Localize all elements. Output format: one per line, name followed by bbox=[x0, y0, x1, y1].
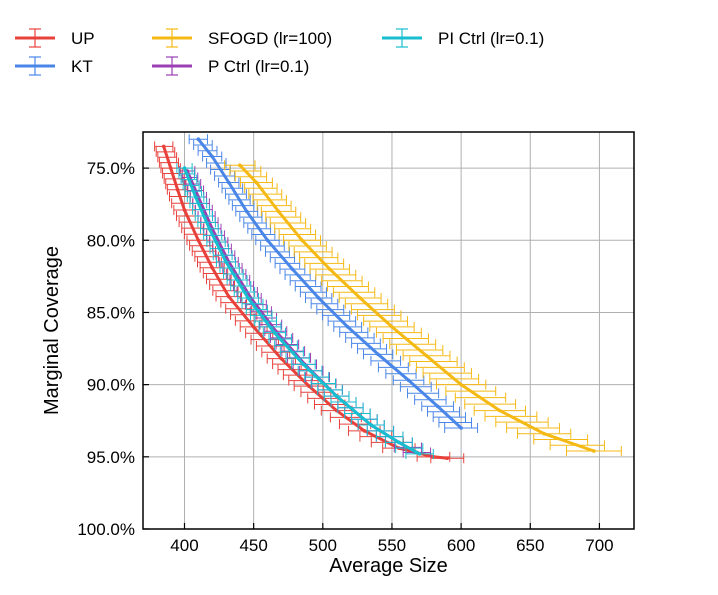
series-p-ctrl-lr-0-1 bbox=[179, 165, 432, 458]
data-point bbox=[301, 362, 306, 367]
y-tick-label: 80.0% bbox=[87, 231, 135, 250]
y-tick-label: 75.0% bbox=[87, 159, 135, 178]
data-point bbox=[369, 423, 374, 427]
data-point bbox=[226, 294, 231, 299]
legend-item: P Ctrl (lr=0.1) bbox=[152, 56, 309, 76]
data-point bbox=[390, 325, 394, 329]
data-point bbox=[327, 267, 332, 271]
x-tick-label: 600 bbox=[447, 536, 475, 555]
data-point bbox=[397, 440, 401, 445]
legend-label: P Ctrl (lr=0.1) bbox=[208, 57, 309, 76]
series-line bbox=[183, 166, 422, 456]
data-point bbox=[175, 187, 180, 192]
legend-label: SFOGD (lr=100) bbox=[208, 29, 332, 48]
data-point bbox=[498, 408, 502, 413]
data-point bbox=[265, 238, 270, 243]
y-axis-title: Marginal Coverage bbox=[41, 246, 63, 415]
data-point bbox=[168, 166, 173, 170]
series-pi-ctrl-lr-0-1 bbox=[176, 163, 434, 459]
data-point bbox=[406, 378, 411, 383]
x-tick-label: 550 bbox=[378, 536, 406, 555]
data-point bbox=[358, 296, 362, 300]
series-sfogd-lr-100 bbox=[224, 160, 622, 457]
x-tick-label: 500 bbox=[309, 536, 337, 555]
data-point bbox=[254, 180, 259, 185]
tick-group: 400 450 500 550 600 650 700 75.0% 80.0% 85.0% 90.0… bbox=[77, 159, 613, 555]
series-kt bbox=[188, 134, 479, 433]
legend-label: PI Ctrl (lr=0.1) bbox=[438, 29, 544, 48]
x-tick-label: 450 bbox=[239, 536, 267, 555]
data-point bbox=[417, 452, 422, 456]
data-point bbox=[238, 163, 242, 168]
series-line bbox=[196, 137, 463, 430]
data-point bbox=[459, 382, 463, 387]
data-point bbox=[246, 296, 250, 300]
data-point bbox=[272, 330, 277, 335]
data-point bbox=[316, 296, 321, 300]
data-point bbox=[307, 384, 311, 388]
legend-label: KT bbox=[71, 57, 93, 76]
x-tick-label: 700 bbox=[585, 536, 613, 555]
data-point bbox=[182, 166, 187, 170]
data-point bbox=[196, 238, 201, 243]
data-point bbox=[210, 154, 214, 159]
series-line bbox=[238, 163, 596, 453]
y-tick-label: 90.0% bbox=[87, 376, 135, 395]
series-group bbox=[154, 134, 622, 464]
data-point bbox=[334, 394, 339, 398]
legend: UP KT SFOGD (lr=100) P Ctrl (lr=0.1) PI Ctrl… bbox=[15, 28, 544, 76]
legend-item: UP bbox=[15, 28, 95, 48]
y-tick-label: 85.0% bbox=[87, 303, 135, 322]
data-point bbox=[279, 356, 284, 361]
data-point bbox=[196, 137, 201, 142]
data-point bbox=[244, 209, 249, 214]
x-tick-label: 400 bbox=[170, 536, 198, 555]
data-point bbox=[210, 265, 214, 270]
data-point bbox=[224, 260, 228, 264]
plot-frame bbox=[142, 131, 635, 530]
legend-label: UP bbox=[71, 29, 95, 48]
data-point bbox=[207, 226, 212, 231]
data-point bbox=[345, 325, 350, 329]
legend-item: SFOGD (lr=100) bbox=[152, 28, 332, 48]
data-point bbox=[459, 426, 463, 430]
data-point bbox=[592, 449, 596, 453]
data-point bbox=[193, 195, 198, 199]
x-axis-title: Average Size bbox=[329, 555, 448, 577]
data-point bbox=[161, 144, 166, 149]
data-point bbox=[182, 208, 187, 212]
data-point bbox=[226, 180, 231, 185]
data-point bbox=[445, 456, 450, 461]
y-tick-label: 100.0% bbox=[77, 520, 135, 539]
legend-item: KT bbox=[15, 56, 93, 76]
data-point bbox=[300, 238, 304, 243]
data-point bbox=[435, 404, 440, 409]
data-point bbox=[290, 267, 295, 271]
data-point bbox=[542, 431, 546, 436]
data-point bbox=[376, 352, 380, 357]
y-tick-label: 95.0% bbox=[87, 448, 135, 467]
x-tick-label: 650 bbox=[516, 536, 544, 555]
series-line bbox=[185, 169, 419, 454]
data-point bbox=[276, 209, 281, 214]
grid bbox=[143, 132, 634, 530]
data-point bbox=[362, 429, 367, 433]
legend-item: PI Ctrl (lr=0.1) bbox=[382, 28, 544, 48]
data-point bbox=[424, 353, 429, 358]
